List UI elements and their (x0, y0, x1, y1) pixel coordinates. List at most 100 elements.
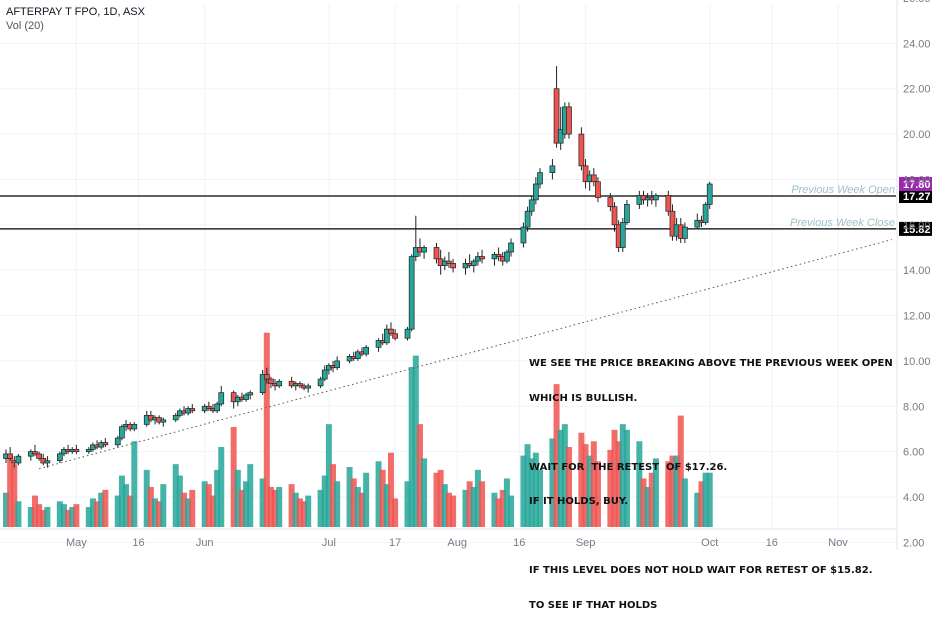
candle-body (388, 328, 394, 335)
candle-body (590, 174, 597, 183)
y-tick-label: 10.00 (903, 356, 931, 368)
x-tick-label: 16 (513, 537, 525, 549)
candle-body (44, 460, 51, 464)
candle-body (508, 242, 514, 253)
volume-bar (582, 444, 589, 527)
time-axis[interactable]: May 16 Jun Jul 17 Aug 16 Sep Oct 16 Nov (0, 528, 897, 549)
annotation-line: TO SEE IF THAT HOLDS (529, 599, 658, 611)
volume-bar (334, 481, 341, 527)
volume-bar (60, 504, 67, 527)
candle-body (383, 328, 390, 344)
volume-bar (408, 367, 415, 527)
volume-bar (131, 441, 138, 527)
volume-bar (673, 455, 680, 527)
y-tick-label: 26.00 (903, 0, 931, 5)
volume-bar (247, 464, 254, 527)
candle-body (524, 210, 531, 228)
volume-bar (156, 501, 163, 527)
candle-body (119, 426, 125, 439)
candle-body (243, 394, 249, 400)
x-tick-label: 17 (389, 537, 401, 549)
price-level-badge (899, 221, 932, 236)
candle-body (619, 222, 626, 248)
volume-bar (421, 458, 428, 527)
volume-bar (594, 461, 601, 527)
volume-bar (665, 461, 672, 527)
candle-body (702, 204, 709, 223)
volume-bar (305, 495, 312, 527)
volume-bar (508, 495, 515, 527)
candle-body (495, 253, 502, 257)
volume-bar (330, 464, 337, 527)
volume-bar (537, 469, 543, 527)
volume-bar (640, 478, 647, 527)
volume-bar (238, 489, 245, 527)
candle-body (205, 405, 212, 409)
volume-bar (321, 475, 328, 527)
volume-bar (181, 492, 187, 527)
candle-body (520, 226, 527, 244)
volume-bar (172, 464, 179, 527)
volume-bar (218, 447, 225, 527)
price-level-value: 17.27 (903, 191, 931, 203)
x-tick-label: 16 (766, 537, 778, 549)
volume-bar (698, 481, 705, 527)
candle-body (578, 133, 585, 167)
volume-bars (3, 332, 713, 527)
candle-body (421, 247, 427, 253)
candle-body (682, 226, 688, 239)
volume-bar (230, 427, 237, 527)
volume-bar (143, 469, 150, 527)
candle-body (665, 194, 672, 212)
candle-body (32, 451, 38, 455)
volume-bar (561, 424, 568, 527)
candle-body (653, 194, 659, 201)
volume-bar (263, 332, 270, 527)
annotation-line: IF IT HOLDS, BUY. (529, 496, 629, 507)
candle-body (392, 333, 398, 339)
volume-bar (644, 487, 651, 527)
candle-body (131, 424, 138, 430)
candle-body (114, 437, 121, 446)
y-tick-label: 2.00 (903, 537, 924, 549)
candle-body (268, 378, 274, 384)
volume-bar (7, 458, 14, 527)
candle-body (669, 210, 676, 237)
volume-bar (528, 458, 535, 527)
candlestick-chart: Previous Week Open 17.27 Previous Week Clo… (0, 0, 932, 550)
candle-body (218, 392, 225, 405)
volume-bar (375, 461, 382, 527)
candle-body (549, 165, 556, 174)
volume-bar (437, 469, 444, 527)
volume-bar (11, 464, 18, 527)
volume-bar (44, 507, 51, 527)
candle-body (276, 380, 283, 387)
volume-bar (636, 441, 643, 527)
volume-bar (40, 509, 47, 527)
y-tick-label: 16.00 (903, 220, 931, 232)
volume-bar (301, 501, 308, 527)
volume-bar (85, 507, 92, 527)
price-axis[interactable]: 26.00 24.00 22.00 20.00 18.00 16.00 14.00 12.00… (896, 0, 931, 550)
candle-body (528, 199, 535, 212)
candle-body (408, 256, 415, 330)
candle-body (706, 183, 713, 205)
volume-bar (590, 441, 597, 527)
candle-body (433, 247, 440, 260)
annotation-line: IF THIS LEVEL DOES NOT HOLD WAIT FOR RET… (529, 565, 873, 576)
y-tick-label: 18.00 (903, 174, 931, 186)
volume-bar (648, 472, 655, 527)
annotation-line: WAIT FOR THE RETEST OF $17.26. (529, 461, 728, 473)
volume-bar (114, 495, 121, 527)
candle-body (263, 374, 270, 380)
volume-bar (69, 507, 76, 527)
volume-bar (557, 429, 564, 527)
volume-bar (317, 489, 324, 527)
annotation-line: ​ (529, 531, 893, 543)
y-tick-label: 14.00 (903, 265, 931, 277)
candle-body (363, 346, 369, 355)
candle-body (160, 419, 167, 423)
candle-body (297, 383, 303, 387)
volume-bar (499, 489, 506, 527)
volume-bar (27, 507, 34, 527)
